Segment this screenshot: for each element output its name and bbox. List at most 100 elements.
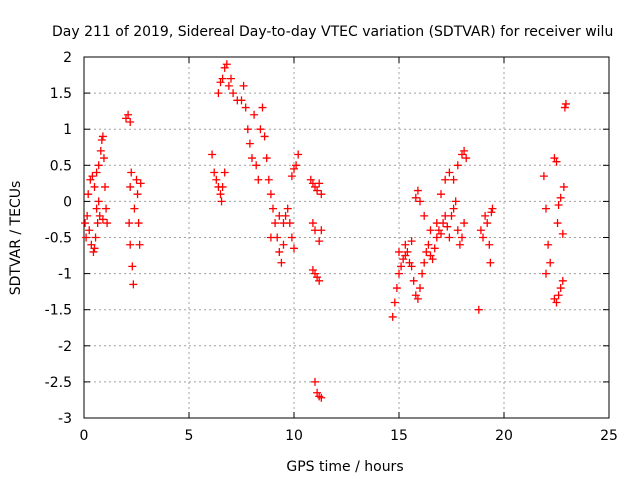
data-point: [458, 233, 466, 242]
chart-title: Day 211 of 2019, Sidereal Day-to-day VTE…: [52, 24, 613, 40]
data-point: [262, 154, 271, 163]
data-point: [217, 197, 226, 206]
y-tick-label: 0: [63, 194, 72, 210]
data-point: [84, 190, 93, 199]
data-point: [241, 103, 250, 112]
data-point: [313, 186, 322, 195]
data-point: [126, 117, 135, 126]
data-point: [208, 150, 217, 159]
data-point: [539, 172, 548, 181]
data-point: [460, 146, 469, 155]
data-point: [218, 182, 227, 191]
data-point: [220, 168, 229, 177]
x-axis-label: GPS time / hours: [286, 459, 403, 475]
data-point: [481, 211, 490, 220]
data-point: [449, 175, 458, 184]
data-point: [224, 81, 233, 90]
data-point: [90, 244, 99, 253]
data-point: [91, 233, 100, 242]
data-point: [317, 393, 326, 402]
data-point: [210, 168, 219, 177]
x-tick-label: 5: [185, 428, 194, 444]
data-point: [124, 110, 133, 119]
data-point: [126, 182, 135, 191]
data-point: [126, 240, 135, 249]
data-point: [283, 204, 292, 213]
data-point: [443, 222, 452, 231]
data-point: [127, 168, 136, 177]
data-point: [279, 240, 288, 249]
y-tick-label: -3: [58, 411, 72, 427]
data-point: [277, 258, 286, 267]
data-point: [432, 219, 441, 228]
y-tick-label: 2: [63, 50, 72, 66]
data-point: [388, 312, 397, 321]
data-point: [258, 103, 267, 112]
data-point: [556, 284, 565, 293]
data-point: [97, 136, 106, 145]
data-point: [422, 247, 431, 256]
data-point: [447, 211, 456, 220]
data-point: [90, 182, 99, 191]
data-point: [552, 157, 561, 166]
data-point: [245, 139, 254, 148]
data-point: [269, 204, 277, 213]
y-axis-label: SDTVAR / TECUs: [8, 181, 24, 296]
data-point: [487, 208, 496, 217]
data-point: [287, 233, 296, 242]
data-point: [485, 240, 494, 249]
data-point: [294, 150, 303, 159]
data-point: [474, 305, 483, 314]
data-point: [558, 229, 567, 238]
data-point: [428, 255, 437, 264]
data-point: [418, 269, 427, 278]
x-tick-label: 25: [600, 428, 618, 444]
data-point: [222, 60, 231, 69]
data-point: [264, 175, 273, 184]
data-point: [479, 233, 487, 242]
data-point: [432, 233, 441, 242]
data-point: [395, 247, 403, 256]
data-point: [401, 240, 410, 249]
data-point: [554, 291, 563, 300]
data-points: [81, 60, 570, 402]
data-point: [287, 172, 296, 181]
data-point: [125, 219, 134, 228]
data-point: [407, 237, 416, 246]
data-point: [542, 269, 550, 278]
y-tick-label: 0.5: [50, 158, 72, 174]
y-tick-label: -1.5: [45, 303, 72, 319]
data-point: [460, 219, 469, 228]
data-point: [546, 258, 555, 267]
data-point: [476, 226, 485, 235]
data-point: [407, 262, 416, 271]
data-point: [212, 175, 221, 184]
data-point: [99, 154, 108, 163]
data-point: [271, 219, 280, 228]
data-point: [486, 258, 495, 267]
data-point: [317, 190, 326, 199]
y-tick-label: -2: [58, 339, 72, 355]
data-point: [81, 219, 90, 228]
data-point: [430, 244, 439, 253]
data-point: [445, 233, 454, 242]
data-point: [248, 154, 256, 163]
data-point: [416, 197, 424, 206]
data-point: [308, 219, 317, 228]
data-point: [315, 179, 324, 188]
data-point: [311, 377, 319, 386]
data-point: [420, 211, 429, 220]
data-point: [445, 168, 454, 177]
y-tick-label: 1.5: [50, 86, 72, 102]
data-point: [413, 186, 422, 195]
data-point: [558, 276, 567, 285]
data-point: [133, 190, 142, 199]
data-point: [397, 262, 406, 271]
data-point: [135, 240, 144, 249]
data-point: [98, 215, 107, 224]
data-point: [96, 146, 105, 155]
data-point: [266, 233, 275, 242]
y-tick-label: 1: [63, 122, 72, 138]
